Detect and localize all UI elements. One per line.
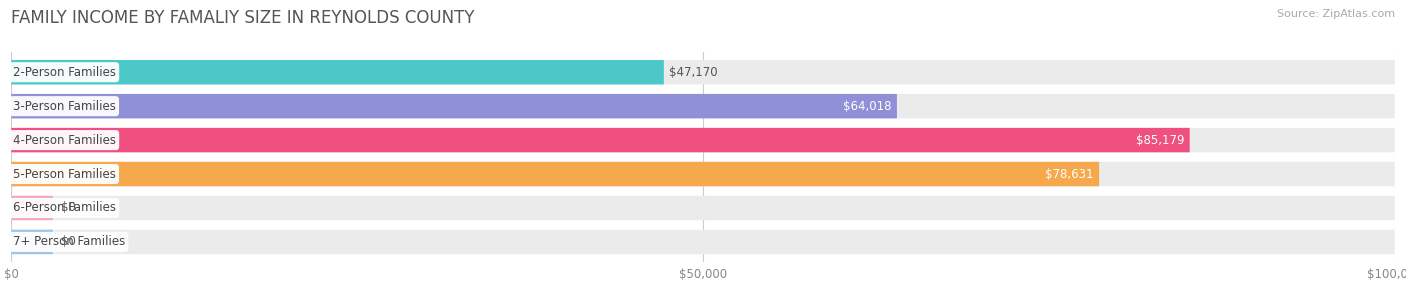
FancyBboxPatch shape	[11, 128, 1395, 152]
Text: $0: $0	[60, 235, 76, 249]
FancyBboxPatch shape	[11, 162, 1099, 186]
FancyBboxPatch shape	[11, 162, 1395, 186]
Text: 3-Person Families: 3-Person Families	[13, 100, 115, 113]
FancyBboxPatch shape	[11, 128, 1189, 152]
FancyBboxPatch shape	[11, 94, 1395, 118]
Text: FAMILY INCOME BY FAMALIY SIZE IN REYNOLDS COUNTY: FAMILY INCOME BY FAMALIY SIZE IN REYNOLD…	[11, 9, 475, 27]
Text: Source: ZipAtlas.com: Source: ZipAtlas.com	[1277, 9, 1395, 19]
FancyBboxPatch shape	[11, 94, 897, 118]
Text: 5-Person Families: 5-Person Families	[13, 167, 115, 181]
Text: $64,018: $64,018	[844, 100, 891, 113]
Text: $85,179: $85,179	[1136, 134, 1184, 147]
FancyBboxPatch shape	[11, 60, 664, 84]
FancyBboxPatch shape	[11, 60, 1395, 84]
Text: $0: $0	[60, 202, 76, 214]
FancyBboxPatch shape	[11, 230, 53, 254]
FancyBboxPatch shape	[11, 196, 53, 220]
Text: 7+ Person Families: 7+ Person Families	[13, 235, 125, 249]
Text: $78,631: $78,631	[1045, 167, 1094, 181]
Text: $47,170: $47,170	[669, 66, 718, 79]
FancyBboxPatch shape	[11, 230, 1395, 254]
Text: 4-Person Families: 4-Person Families	[13, 134, 115, 147]
Text: 2-Person Families: 2-Person Families	[13, 66, 115, 79]
FancyBboxPatch shape	[11, 196, 1395, 220]
Text: 6-Person Families: 6-Person Families	[13, 202, 115, 214]
